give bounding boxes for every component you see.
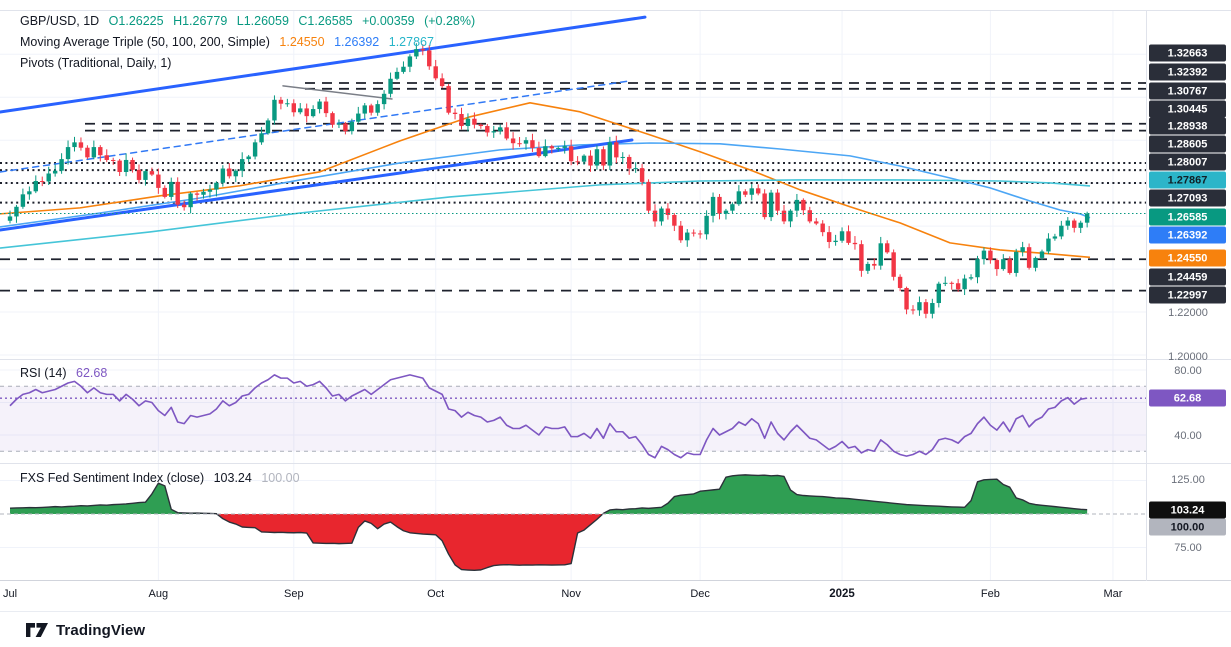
sma-200-line (0, 179, 1091, 249)
time-axis-label: Aug (148, 588, 169, 600)
rsi-value: 62.68 (76, 366, 108, 380)
price-badge (1149, 286, 1226, 304)
footer-bar: TradingView (0, 611, 1231, 647)
axis-label: 1.22000 (1168, 307, 1208, 319)
price-badge (1149, 63, 1226, 81)
axis-label: 1.20000 (1168, 351, 1208, 363)
price-badge (1149, 518, 1226, 536)
price-badge-label: 1.26392 (1168, 230, 1208, 242)
time-axis-label: Oct (427, 588, 445, 600)
rsi-indicator-title[interactable]: RSI (14) (20, 366, 67, 380)
tradingview-logo[interactable]: TradingView (25, 620, 145, 640)
ma-indicator-title[interactable]: Moving Average Triple (50, 100, 200, Sim… (20, 35, 270, 49)
fxs-legend[interactable]: FXS Fed Sentiment Index (close) 103.24 1… (20, 471, 306, 485)
price-badge-label: 1.30767 (1168, 86, 1208, 98)
change-pct: (+0.28%) (424, 14, 476, 28)
price-badge-label: 100.00 (1171, 522, 1205, 534)
time-axis-label: Nov (561, 588, 581, 600)
price-badge-label: 103.24 (1171, 505, 1206, 517)
symbol-legend[interactable]: GBP/USD, 1D O1.26225 H1.26779 L1.26059 C… (20, 14, 481, 28)
ma-triple-legend[interactable]: Moving Average Triple (50, 100, 200, Sim… (20, 35, 440, 49)
ohlc-close: C1.26585 (298, 14, 353, 28)
trendlines (0, 15, 647, 232)
time-axis-label: Jul (2, 588, 18, 600)
time-axis-label: Sep (284, 588, 304, 600)
price-badge-label: 1.28605 (1168, 139, 1208, 151)
price-scale[interactable]: 1.22000 1.20000 80.00 40.00 125.00 75.00 1.326… (1149, 44, 1226, 555)
rsi-legend[interactable]: RSI (14) 62.68 (20, 366, 113, 380)
price-badge (1149, 226, 1226, 244)
rsi-band (0, 385, 1146, 452)
price-badge (1149, 153, 1226, 171)
axis-label: 125.00 (1171, 474, 1205, 486)
panel-separators (0, 10, 1231, 581)
axis-label: 80.00 (1174, 365, 1202, 377)
price-badge (1149, 189, 1226, 207)
price-badge-label: 1.30445 (1168, 104, 1208, 116)
sma-100-line (0, 142, 1091, 228)
time-axis-label: Mar (1103, 588, 1123, 600)
time-axis-label: 2025 (829, 588, 855, 600)
trendline (0, 80, 631, 173)
price-badge (1149, 501, 1226, 519)
price-badge-label: 1.32392 (1168, 67, 1208, 79)
symbol-title[interactable]: GBP/USD, 1D (20, 14, 100, 28)
price-badge-label: 1.32663 (1168, 48, 1208, 60)
price-badge-label: 1.27867 (1168, 175, 1208, 187)
price-badge (1149, 268, 1226, 286)
trendline (0, 138, 634, 232)
sentiment-area-negative (10, 514, 1088, 571)
pivots-indicator-title[interactable]: Pivots (Traditional, Daily, 1) (20, 56, 172, 70)
fxs-baseline-value: 100.00 (261, 471, 300, 485)
price-badge (1149, 208, 1226, 226)
sentiment-plot (0, 474, 1146, 571)
price-badge-label: 1.27093 (1168, 193, 1208, 205)
fxs-value: 103.24 (213, 471, 252, 485)
price-badge (1149, 135, 1226, 153)
sentiment-line (9, 474, 1088, 571)
time-axis-label: Dec (690, 588, 710, 600)
sentiment-area-positive (10, 474, 1088, 514)
price-badge-label: 1.22997 (1168, 290, 1208, 302)
sma-50-line (0, 102, 1091, 259)
axis-label: 75.00 (1174, 542, 1202, 554)
price-badge (1149, 249, 1226, 267)
tradingview-logo-icon (26, 623, 48, 637)
price-badge-label: 1.24459 (1168, 272, 1208, 284)
axis-label: 40.00 (1174, 430, 1202, 442)
pivots-legend[interactable]: Pivots (Traditional, Daily, 1) (20, 56, 177, 70)
trendline (282, 85, 393, 100)
price-badge (1149, 82, 1226, 100)
candlestick-series (7, 43, 1090, 319)
price-badge-label: 1.24550 (1168, 253, 1208, 265)
ohlc-open: O1.26225 (108, 14, 164, 28)
price-badge (1149, 117, 1226, 135)
price-badge (1149, 44, 1226, 62)
time-axis-label: Feb (980, 588, 1000, 600)
price-badge-label: 1.28007 (1168, 157, 1208, 169)
price-badge (1149, 171, 1226, 189)
rsi-line (9, 374, 1088, 459)
fxs-indicator-title[interactable]: FXS Fed Sentiment Index (close) (20, 471, 205, 485)
moving-averages (0, 102, 1091, 259)
price-badge (1149, 100, 1226, 118)
ma200-value: 1.27867 (388, 35, 434, 49)
price-badge-label: 62.68 (1174, 393, 1202, 405)
tradingview-logo-text: TradingView (56, 621, 146, 639)
time-axis[interactable]: Jul Aug Sep Oct Nov Dec 2025 Feb Mar (0, 581, 1231, 611)
change-abs: +0.00359 (362, 14, 415, 28)
price-badge-label: 1.26585 (1168, 212, 1208, 224)
price-badge (1149, 389, 1226, 407)
ohlc-high: H1.26779 (173, 14, 228, 28)
price-badge-label: 1.28938 (1168, 121, 1208, 133)
trendline (0, 15, 647, 114)
chart-canvas[interactable]: 1.22000 1.20000 80.00 40.00 125.00 75.00 1.326… (0, 0, 1231, 581)
ma100-value: 1.26392 (334, 35, 380, 49)
rsi-plot (0, 374, 1146, 459)
ohlc-low: L1.26059 (236, 14, 289, 28)
ma50-value: 1.24550 (279, 35, 325, 49)
